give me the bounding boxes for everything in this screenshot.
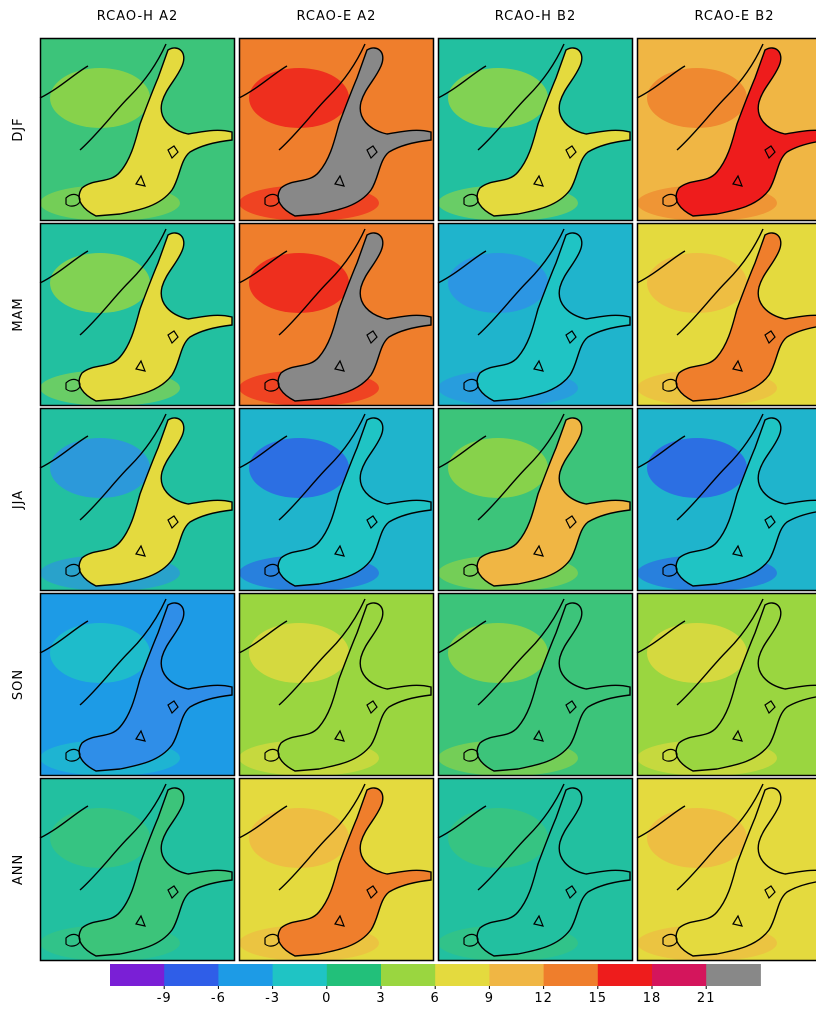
colorbar-tick-label: 6 bbox=[431, 991, 440, 1006]
colorbar-bin bbox=[489, 964, 544, 986]
map-panel bbox=[239, 778, 434, 961]
colorbar-tick-label: 0 bbox=[322, 991, 331, 1006]
map-panel bbox=[40, 778, 235, 961]
row-label: JJA bbox=[11, 490, 26, 510]
map-panel bbox=[438, 408, 633, 591]
anomaly-blob bbox=[647, 68, 747, 128]
colorbar-bin bbox=[327, 964, 382, 986]
column-header: RCAO-E A2 bbox=[297, 9, 377, 24]
colorbar-tick-label: -3 bbox=[265, 991, 280, 1006]
colorbar-bin bbox=[652, 964, 707, 986]
colorbar-bin bbox=[218, 964, 273, 986]
column-header: RCAO-E B2 bbox=[695, 9, 775, 24]
row-label: DJF bbox=[11, 117, 26, 141]
map-panel bbox=[239, 38, 434, 221]
colorbar-bin bbox=[598, 964, 653, 986]
colorbar-bin bbox=[164, 964, 219, 986]
anomaly-blob bbox=[448, 253, 548, 313]
anomaly-blob bbox=[249, 253, 349, 313]
anomaly-blob bbox=[249, 623, 349, 683]
map-panel bbox=[438, 223, 633, 406]
colorbar-tick-label: 15 bbox=[589, 991, 608, 1006]
anomaly-blob bbox=[647, 623, 747, 683]
map-panel bbox=[239, 593, 434, 776]
colorbar-bin bbox=[381, 964, 436, 986]
map-panel bbox=[637, 593, 816, 776]
colorbar-bin bbox=[273, 964, 328, 986]
anomaly-blob bbox=[50, 253, 150, 313]
map-panel bbox=[438, 778, 633, 961]
anomaly-blob bbox=[50, 438, 150, 498]
anomaly-blob bbox=[647, 438, 747, 498]
anomaly-blob bbox=[50, 623, 150, 683]
anomaly-blob bbox=[249, 808, 349, 868]
anomaly-blob bbox=[448, 623, 548, 683]
column-header: RCAO-H B2 bbox=[495, 9, 577, 24]
row-label: ANN bbox=[11, 854, 26, 885]
map-panel bbox=[40, 408, 235, 591]
colorbar-tick-label: -9 bbox=[157, 991, 172, 1006]
map-panel bbox=[637, 38, 816, 221]
map-panel bbox=[637, 223, 816, 406]
figure: RCAO-H A2 RCAO-E A2 RCAO-H B2 RCAO-E B2 DJF M… bbox=[0, 0, 816, 1007]
anomaly-blob bbox=[249, 68, 349, 128]
map-panel bbox=[239, 408, 434, 591]
colorbar-tick-label: 21 bbox=[697, 991, 716, 1006]
map-panel bbox=[239, 223, 434, 406]
anomaly-blob bbox=[647, 253, 747, 313]
colorbar-tick-label: 9 bbox=[485, 991, 494, 1006]
anomaly-blob bbox=[249, 438, 349, 498]
colorbar-bin bbox=[110, 964, 165, 986]
map-panel bbox=[438, 38, 633, 221]
anomaly-blob bbox=[448, 68, 548, 128]
colorbar-tick-label: 12 bbox=[534, 991, 553, 1006]
map-panel bbox=[40, 38, 235, 221]
map-panel bbox=[637, 778, 816, 961]
colorbar-tick-label: 18 bbox=[643, 991, 662, 1006]
column-header: RCAO-H A2 bbox=[97, 9, 178, 24]
colorbar-tick-label: 3 bbox=[376, 991, 385, 1006]
row-label: SON bbox=[11, 669, 26, 700]
colorbar-bin bbox=[706, 964, 761, 986]
colorbar-bin bbox=[544, 964, 599, 986]
colorbar-bin bbox=[435, 964, 490, 986]
anomaly-blob bbox=[448, 808, 548, 868]
map-panel bbox=[40, 593, 235, 776]
row-label: MAM bbox=[11, 297, 26, 331]
anomaly-blob bbox=[50, 68, 150, 128]
anomaly-blob bbox=[50, 808, 150, 868]
anomaly-blob bbox=[448, 438, 548, 498]
anomaly-blob bbox=[647, 808, 747, 868]
map-panel bbox=[637, 408, 816, 591]
map-panel bbox=[40, 223, 235, 406]
map-panel bbox=[438, 593, 633, 776]
colorbar-tick-label: -6 bbox=[211, 991, 226, 1006]
